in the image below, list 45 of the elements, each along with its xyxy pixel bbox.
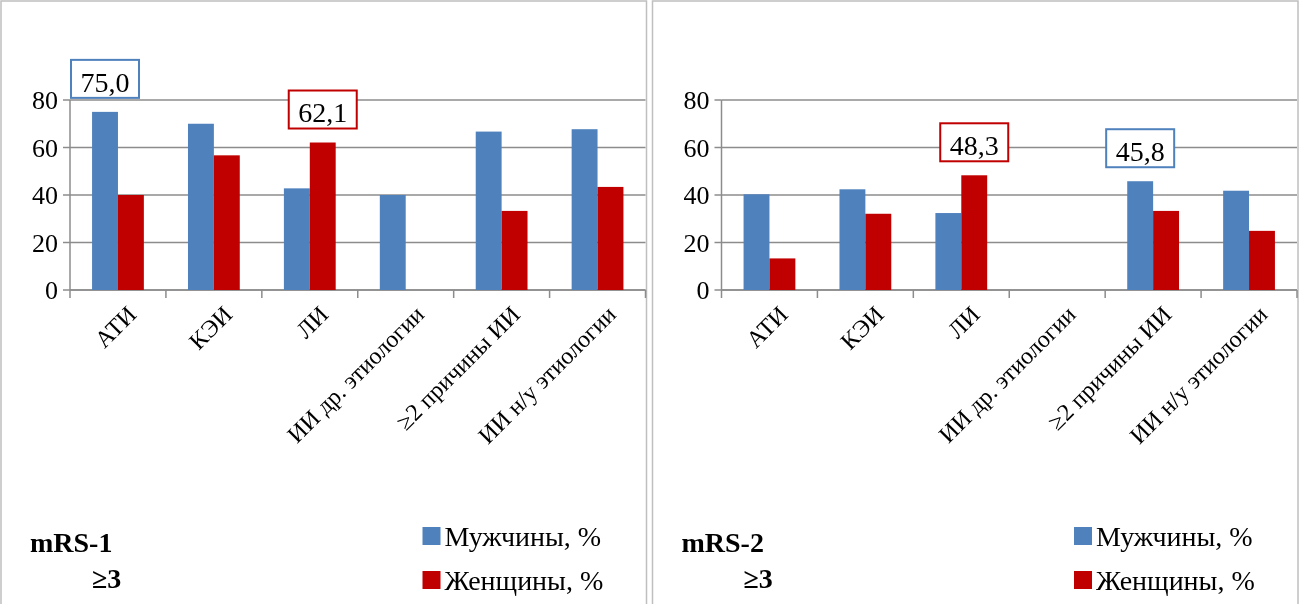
legend-label: Женщины, % [444,564,604,596]
text: ≥3 [743,563,773,594]
y-tick-label: 40 [683,181,710,211]
y-tick-label: 0 [45,276,58,306]
y-tick-label: 80 [32,86,58,116]
bar [309,142,336,290]
bar [92,111,118,290]
bar [935,213,962,290]
y-tick-label: 60 [32,133,58,163]
bar [379,195,406,290]
legend-label: Мужчины, % [444,520,602,552]
y-tick-label: 60 [683,133,710,163]
bar [769,258,796,290]
text: mRS-2 [681,527,764,558]
legend-label: Мужчины, % [1096,520,1253,552]
bar [571,129,598,290]
bar [283,188,310,290]
bar [213,155,240,290]
bar [1153,210,1180,290]
bar [743,194,770,290]
data-label: 45,8 [1115,136,1165,168]
text: mRS-1 [30,527,113,558]
y-tick-label: 80 [683,86,710,116]
bar [501,210,528,290]
bar [839,189,866,290]
bar [475,131,502,290]
data-label: 48,3 [949,130,999,162]
bar [187,123,214,290]
bar [1223,190,1250,290]
bar [1127,181,1154,290]
y-tick-label: 40 [32,181,58,211]
x-tick-label: ЛИ [942,301,985,344]
x-tick-label: ЛИ [291,301,334,344]
y-tick-label: 0 [696,276,710,306]
legend-label: Женщины, % [1096,564,1255,596]
bar [865,213,892,290]
bar [1249,230,1275,290]
bar [117,195,144,290]
data-label: 62,1 [298,97,348,129]
bar [597,186,624,290]
text: ≥3 [92,563,122,594]
data-label: 75,0 [80,66,130,98]
y-tick-label: 20 [683,228,710,258]
bar [961,175,988,290]
y-tick-label: 20 [32,228,58,258]
